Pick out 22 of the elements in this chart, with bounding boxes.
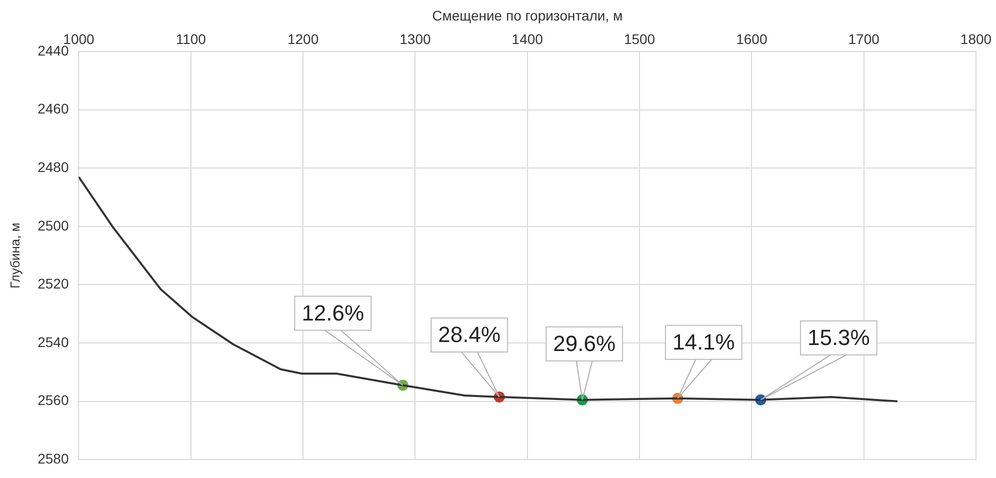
x-tick-label: 1500 xyxy=(624,31,656,48)
y-tick-label: 2460 xyxy=(38,100,69,117)
x-tick-label: 1700 xyxy=(848,31,880,48)
x-tick-label: 1300 xyxy=(400,31,431,48)
annotation: 28.4% xyxy=(438,322,501,348)
x-tick-label: 1200 xyxy=(287,31,319,48)
annotation: 15.3% xyxy=(807,324,870,350)
x-tick-label: 1600 xyxy=(736,31,768,48)
annotation: 29.6% xyxy=(553,330,616,356)
y-tick-label: 2480 xyxy=(38,159,69,176)
annotation: 12.6% xyxy=(302,300,364,326)
y-tick-label: 2540 xyxy=(38,334,69,350)
x-tick-label: 1400 xyxy=(512,31,544,48)
y-tick-label: 2520 xyxy=(38,276,69,292)
y-tick-label: 2580 xyxy=(38,450,69,466)
x-axis-title: Смещение по горизонтали, м xyxy=(432,7,623,24)
y-axis-title: Глубина, м xyxy=(7,222,22,289)
x-tick-label: 1800 xyxy=(960,31,992,48)
annotation: 14.1% xyxy=(672,329,735,354)
y-tick-label: 2560 xyxy=(38,392,69,408)
x-tick-label: 1100 xyxy=(176,31,206,48)
y-tick-label: 2500 xyxy=(38,217,69,234)
